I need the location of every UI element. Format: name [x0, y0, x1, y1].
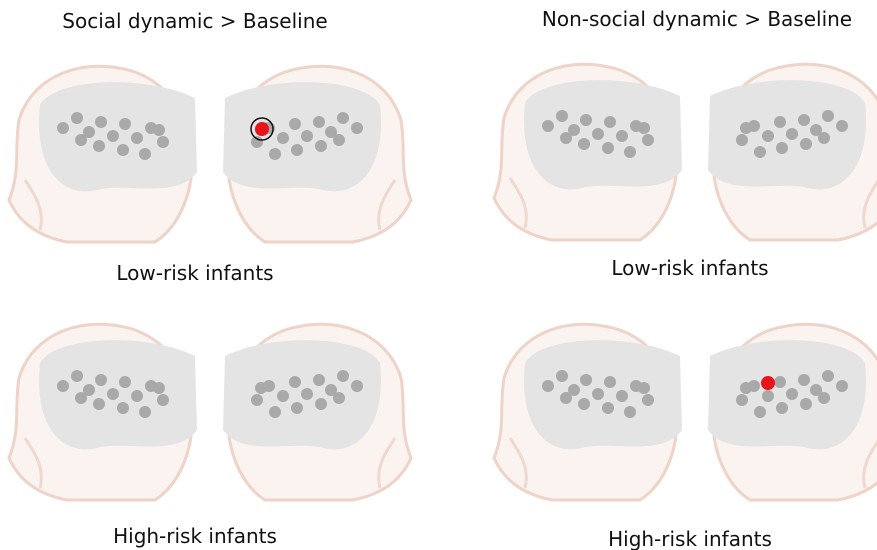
active-channel — [761, 376, 775, 390]
head — [221, 322, 413, 502]
panel-title: Non-social dynamic > Baseline — [542, 7, 852, 31]
highlight-ring — [250, 117, 274, 141]
row-label: High-risk infants — [113, 524, 277, 548]
row-label: High-risk infants — [608, 527, 772, 550]
panel-title: Social dynamic > Baseline — [62, 9, 327, 33]
head — [221, 64, 413, 244]
head — [492, 62, 684, 242]
head — [7, 64, 199, 244]
head — [492, 322, 684, 502]
row-label: Low-risk infants — [116, 261, 273, 285]
head — [706, 322, 877, 502]
row-label: Low-risk infants — [611, 256, 768, 280]
active-channel — [255, 122, 269, 136]
head — [706, 62, 877, 242]
head — [7, 322, 199, 502]
